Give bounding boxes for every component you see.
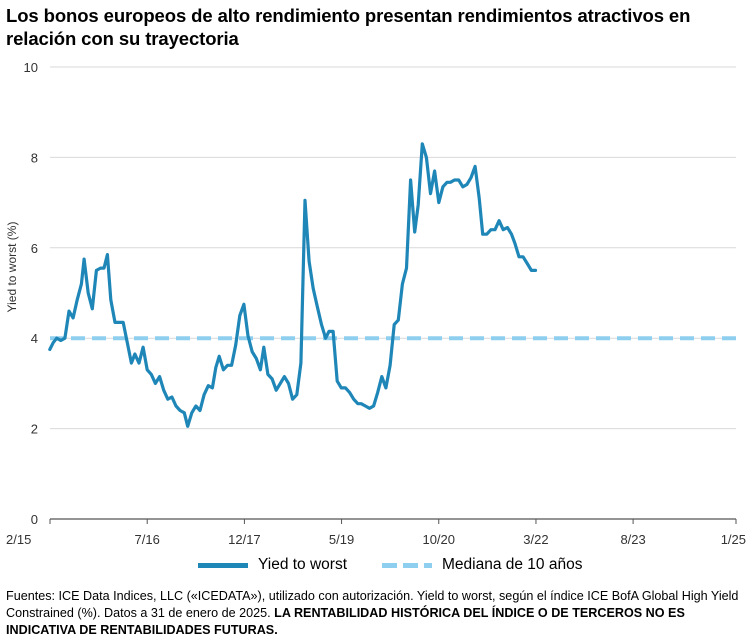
line-chart: 0 2 4 6 8 10 2/15 7/16 12/17 5/19 10/20 3/22 8/23 1/… [5,60,746,545]
y-axis-ticks: 0 2 4 6 8 10 [24,60,38,527]
y-tick-label: 2 [31,422,38,437]
legend-item-median: Mediana de 10 años [382,556,582,574]
source-footnote: Fuentes: ICE Data Indices, LLC («ICEDATA… [6,588,748,639]
series-line-yield-to-worst [48,142,538,428]
chart-title-line-1: Los bonos europeos de alto rendimiento p… [6,5,691,26]
x-tick-label: 7/16 [135,532,160,545]
y-tick-label: 10 [24,60,38,75]
x-tick-label: 12/17 [228,532,261,545]
chart-title-line-2: relación con su trayectoria [6,28,239,49]
y-tick-label: 8 [31,150,38,165]
y-tick-label: 4 [31,331,38,346]
x-tick-label: 1/25 [721,532,746,545]
legend-item-yield: Yied to worst [198,556,347,574]
footnote-disclaimer: LA RENTABILIDAD HISTÓRICA DEL ÍNDICE O D… [6,606,685,637]
x-tick-label: 8/23 [620,532,645,545]
x-tick-label: 5/19 [329,532,354,545]
legend-swatch-dashed [382,562,432,568]
gridlines [50,66,736,520]
legend: Yied to worst Mediana de 10 años [0,556,752,580]
y-tick-label: 6 [31,241,38,256]
x-tick-label: 10/20 [422,532,455,545]
chart-title: Los bonos europeos de alto rendimiento p… [6,4,746,50]
legend-label-yield: Yied to worst [258,556,348,573]
x-tick-label: 2/15 [6,532,31,545]
footnote-text: Fuentes: ICE Data Indices, LLC («ICEDATA… [6,589,739,620]
y-tick-label: 0 [31,512,38,527]
x-axis-ticks: 2/15 7/16 12/17 5/19 10/20 3/22 8/23 1/25 [6,519,746,545]
x-tick-label: 3/22 [523,532,548,545]
legend-label-median: Mediana de 10 años [442,556,583,573]
y-axis-label: Yied to worst (%) [5,222,19,313]
legend-swatch-solid [198,562,248,568]
